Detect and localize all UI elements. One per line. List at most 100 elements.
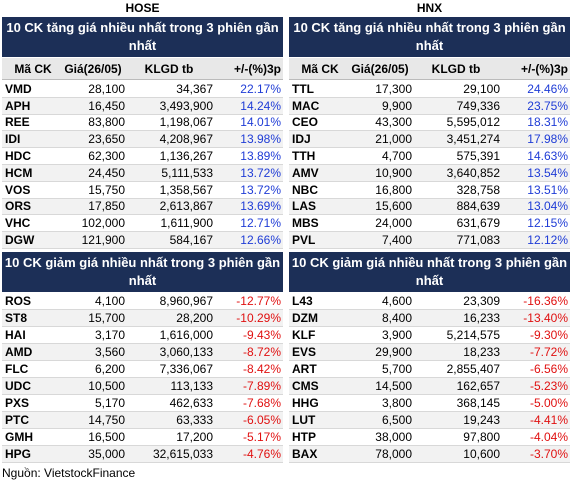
header-cell: +/-(%)3p [233,61,281,76]
cell: -16.36% [523,294,568,308]
cell: -5.23% [529,379,568,393]
cell: 5,214,575 [446,328,500,342]
cell: 462,633 [169,396,213,410]
cell: L43 [292,294,313,308]
table-row: UDC 10,500 113,133 -7.89% [2,378,283,395]
header-cell: KLGD tb [144,61,194,76]
cell: 13.72% [240,182,281,197]
cell: 1,358,567 [159,182,213,197]
cell: LUT [292,413,316,427]
cell: 771,083 [456,233,500,248]
cell: 5,170 [94,396,125,410]
cell: UDC [5,379,31,393]
table-row: KLF 3,900 5,214,575 -9.30% [289,327,570,344]
cell: TTL [292,81,314,96]
cell: 884,639 [456,199,500,214]
cell: HAI [5,328,26,342]
cell: HHG [292,396,319,410]
cell: 17,850 [88,199,125,214]
cell: -7.68% [242,396,281,410]
table-row: LAS 15,600 884,639 13.04% [289,198,570,216]
cell: 17.98% [527,132,568,147]
cell: 3,060,133 [159,345,213,359]
cell: 3,800 [381,396,412,410]
cell: LAS [292,199,316,214]
cell: 23,309 [463,294,500,308]
header-row: Mã CK Giá(26/05) KLGD tb +/-(%)3p [289,58,570,80]
table-row: HCM 24,450 5,111,533 13.72% [2,165,283,182]
cell: HDC [5,149,31,164]
cell: 10,900 [375,165,412,180]
cell: 13.72% [240,165,281,180]
cell: 18,233 [463,345,500,359]
cell: 14,750 [88,413,125,427]
cell: 15,600 [375,199,412,214]
cell: 34,367 [176,81,213,96]
cell: 2,613,867 [159,199,213,214]
cell: APH [5,98,31,113]
cell: -12.77% [236,294,281,308]
header-cell: Mã CK [301,61,339,76]
cell: 22.17% [240,81,281,96]
table-row: NBC 16,800 328,758 13.51% [289,182,570,199]
cell: 368,145 [456,396,500,410]
cell: 43,300 [375,115,412,130]
cell: 32,615,033 [152,447,213,461]
cell: -10.29% [236,311,281,325]
cell: 1,136,267 [159,149,213,164]
cell: 162,657 [456,379,500,393]
cell: 6,500 [381,413,412,427]
cell: 28,100 [88,81,125,96]
cell: CEO [292,115,319,130]
cell: 5,111,533 [161,165,213,180]
cell: 97,800 [463,430,500,444]
cell: MBS [292,216,319,231]
cell: 1,198,067 [159,115,213,130]
cell: 16,233 [463,311,500,325]
cell: -9.30% [529,328,568,342]
section-title: 10 CK giảm giá nhiều nhất trong 3 phiên … [289,252,570,292]
cell: 13.89% [240,149,281,164]
section-title: 10 CK tăng giá nhiều nhất trong 3 phiên … [289,17,570,57]
cell: IDI [5,132,21,147]
cell: 5,595,012 [446,115,500,130]
cell: PXS [5,396,30,410]
cell: 13.69% [240,199,281,214]
table-row: DZM 8,400 16,233 -13.40% [289,310,570,327]
header-cell: +/-(%)3p [520,61,568,76]
table-row: DGW 121,900 584,167 12.66% [2,232,283,249]
table-row: VMD 28,100 34,367 22.17% [2,81,283,98]
cell: 12.71% [240,216,281,231]
cell: 19,243 [463,413,500,427]
cell: 4,208,967 [159,132,213,147]
table-row: CEO 43,300 5,595,012 18.31% [289,115,570,132]
cell: -13.40% [523,311,568,325]
table-row: PXS 5,170 462,633 -7.68% [2,395,283,412]
cell: 13.04% [527,199,568,214]
cell: 8,960,967 [159,294,213,308]
cell: ART [292,362,317,376]
cell: NBC [292,182,318,197]
table-row: ORS 17,850 2,613,867 13.69% [2,198,283,216]
cell: 83,800 [88,115,125,130]
table-row: GMH 16,500 17,200 -5.17% [2,429,283,446]
cell: 12.15% [527,216,568,231]
cell: AMV [292,165,319,180]
cell: 24,450 [88,165,125,180]
cell: 62,300 [88,149,125,164]
cell: 584,167 [169,233,213,248]
cell: -9.43% [242,328,281,342]
cell: CMS [292,379,319,393]
cell: 17,200 [176,430,213,444]
cell: 14.01% [240,115,281,130]
cell: 8,400 [381,311,412,325]
cell: 14,500 [375,379,412,393]
header-cell: KLGD tb [431,61,481,76]
cell: PTC [5,413,29,427]
cell: ROS [5,294,32,308]
cell: 29,100 [463,81,500,96]
cell: -5.17% [242,430,281,444]
cell: -4.04% [529,430,568,444]
cell: 7,400 [381,233,412,248]
